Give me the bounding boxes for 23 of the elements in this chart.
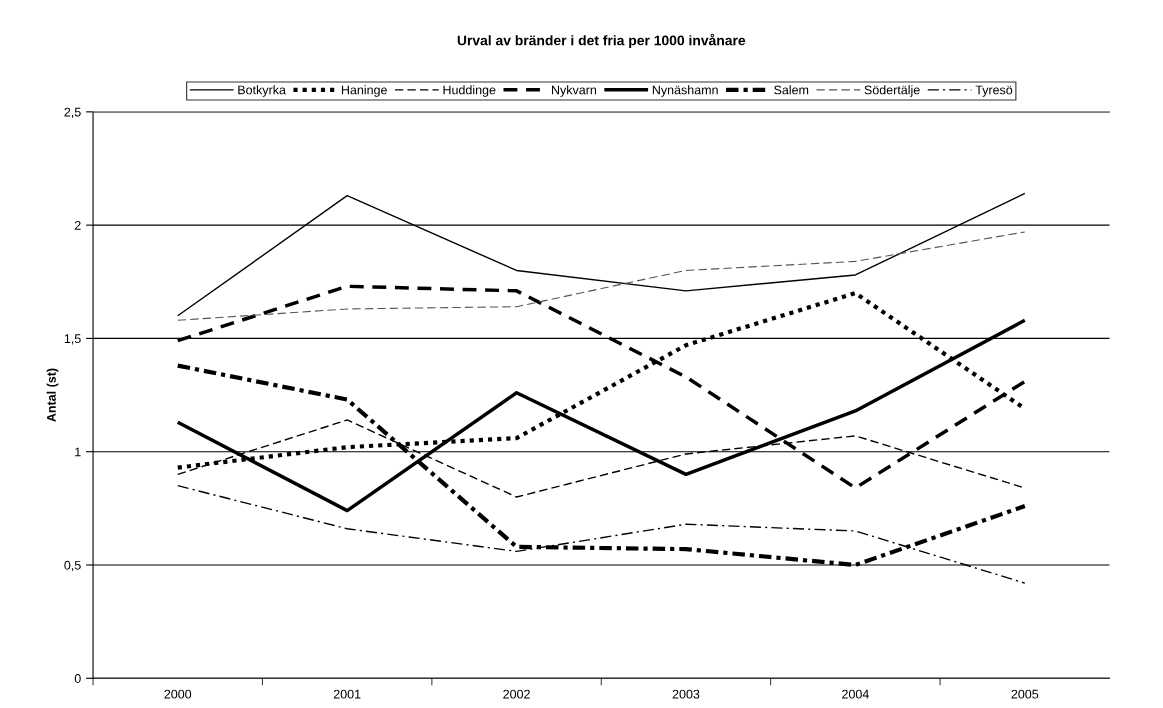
legend-label: Nykvarn <box>552 85 597 97</box>
x-tick-label: 2005 <box>1011 689 1039 699</box>
x-tick-label: 2003 <box>672 689 700 699</box>
y-tick-label: 0,5 <box>64 560 81 572</box>
x-tick-label: 2004 <box>842 689 869 699</box>
legend-label: Botkyrka <box>238 85 286 97</box>
y-tick-label: 0 <box>74 674 81 683</box>
x-tick-label: 2001 <box>333 689 361 699</box>
legend-label: Huddinge <box>443 85 496 97</box>
legend-label: Haninge <box>341 85 387 97</box>
y-tick-label: 1,5 <box>64 334 81 345</box>
y-axis-title: Antal (st) <box>46 368 59 422</box>
y-tick-label: 2 <box>74 220 81 230</box>
y-tick-label: 1 <box>75 447 81 457</box>
x-tick-label: 2002 <box>503 689 530 699</box>
legend-label: Nynäshamn <box>652 85 718 97</box>
legend-label: Södertälje <box>864 85 920 97</box>
x-tick-label: 2000 <box>164 689 192 699</box>
legend-label: Tyresö <box>975 85 1013 97</box>
legend-label: Salem <box>774 85 809 95</box>
y-tick-label: 2,5 <box>64 107 81 118</box>
line-series <box>177 231 1026 321</box>
chart-title: Urval av bränder i det fria per 1000 invånare <box>457 33 746 49</box>
